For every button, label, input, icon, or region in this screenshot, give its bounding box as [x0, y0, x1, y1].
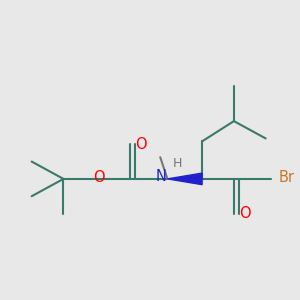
Text: O: O	[239, 206, 250, 221]
Text: O: O	[135, 137, 146, 152]
Polygon shape	[167, 173, 202, 185]
Text: O: O	[93, 170, 105, 185]
Text: H: H	[173, 157, 182, 170]
Text: Br: Br	[279, 170, 295, 185]
Text: N: N	[156, 169, 167, 184]
